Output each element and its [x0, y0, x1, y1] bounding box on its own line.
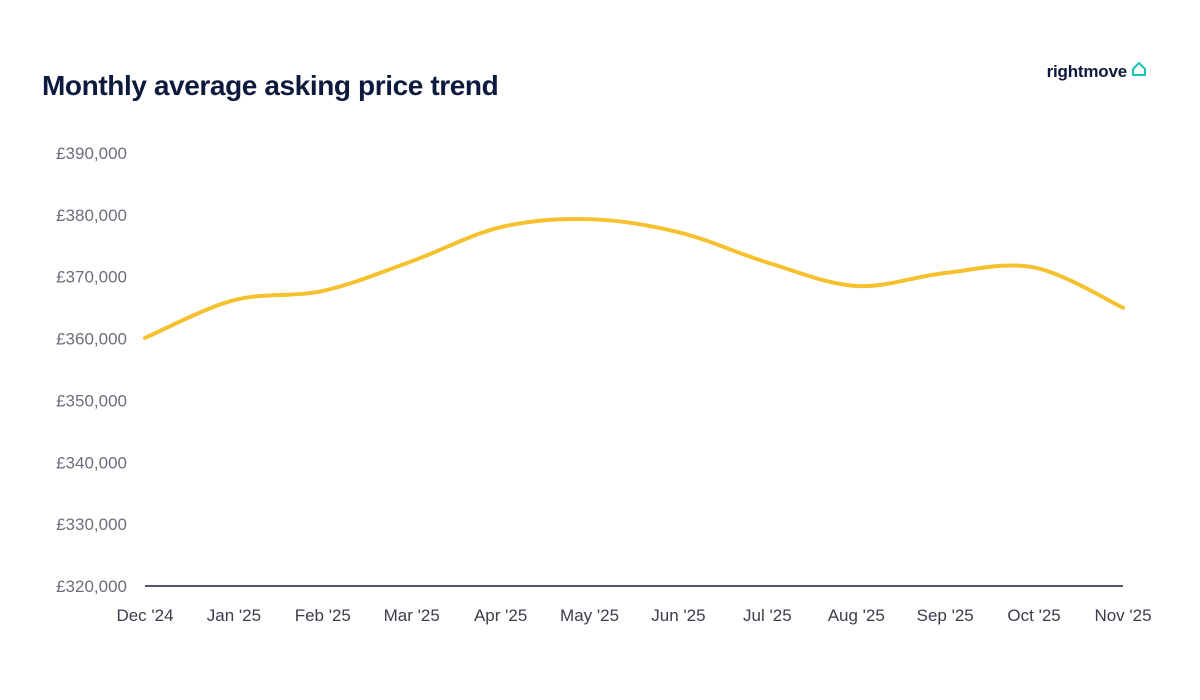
x-tick-label: Oct '25 [1007, 606, 1060, 625]
x-tick-label: Jan '25 [207, 606, 261, 625]
y-tick-label: £360,000 [56, 330, 127, 349]
x-tick-label: Jul '25 [743, 606, 792, 625]
x-tick-label: Aug '25 [828, 606, 885, 625]
x-tick-label: May '25 [560, 606, 619, 625]
x-tick-label: Nov '25 [1094, 606, 1151, 625]
x-tick-label: Jun '25 [651, 606, 705, 625]
y-tick-label: £340,000 [56, 453, 127, 472]
y-tick-label: £320,000 [56, 577, 127, 596]
y-tick-label: £330,000 [56, 515, 127, 534]
y-tick-label: £390,000 [56, 144, 127, 163]
x-axis: Dec '24 Jan '25 Feb '25 Mar '25 Apr '25 May '… [116, 606, 1151, 625]
x-tick-label: Dec '24 [116, 606, 173, 625]
house-icon [1130, 60, 1148, 83]
y-tick-label: £380,000 [56, 206, 127, 225]
x-tick-label: Apr '25 [474, 606, 527, 625]
x-tick-label: Sep '25 [917, 606, 974, 625]
y-tick-label: £370,000 [56, 268, 127, 287]
x-tick-label: Feb '25 [295, 606, 351, 625]
series-line [143, 217, 1125, 340]
y-tick-label: £350,000 [56, 391, 127, 410]
x-tick-label: Mar '25 [384, 606, 440, 625]
y-axis: £320,000 £330,000 £340,000 £350,000 £360,000… [56, 144, 127, 596]
rightmove-logo: rightmove [1047, 60, 1148, 83]
series-lines [143, 217, 1125, 340]
brand-name: rightmove [1046, 61, 1128, 81]
chart-title: Monthly average asking price trend [42, 70, 499, 101]
